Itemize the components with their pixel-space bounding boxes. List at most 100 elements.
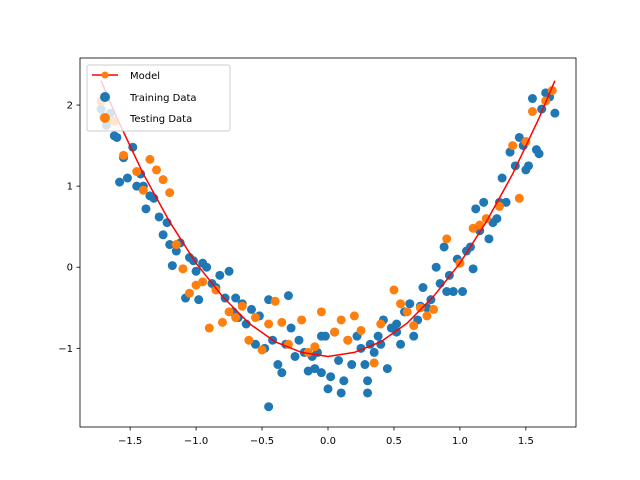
model-line [100, 80, 556, 358]
testing-point [409, 321, 419, 331]
testing-point [349, 311, 359, 321]
testing-point [178, 264, 188, 274]
y-tick-label: 2 [67, 101, 73, 112]
training-point [392, 319, 402, 329]
training-point [191, 266, 201, 276]
testing-point [138, 185, 148, 195]
training-point [141, 204, 151, 214]
training-point [310, 364, 320, 374]
testing-point [376, 319, 386, 329]
legend-training-marker [100, 92, 110, 102]
training-point [550, 108, 560, 118]
training-point [471, 204, 481, 214]
x-tick-label: 0.0 [320, 436, 336, 447]
testing-point [231, 313, 241, 323]
testing-point [369, 358, 379, 368]
training-point [442, 287, 452, 297]
y-tick-label: 0 [67, 263, 73, 274]
x-tick-label: 1.5 [518, 436, 534, 447]
testing-point [527, 107, 537, 117]
testing-point [521, 137, 531, 147]
legend-testing-marker [100, 113, 110, 123]
training-point [497, 173, 507, 183]
training-point [158, 230, 168, 240]
training-point [277, 368, 287, 378]
testing-point [270, 296, 280, 306]
training-point [418, 283, 428, 293]
axes-frame [79, 57, 577, 428]
legend-box [86, 64, 231, 132]
training-point [468, 264, 478, 274]
legend-model-marker [101, 71, 109, 79]
x-tick-label: 1.0 [452, 436, 468, 447]
testing-point [514, 193, 524, 203]
training-point [154, 212, 164, 222]
x-tick-label: −1.5 [118, 436, 142, 447]
x-axis: −1.5 −1.0 −0.5 0.0 0.5 1.0 1.5 [118, 427, 534, 447]
testing-point [250, 313, 260, 323]
testing-point [145, 154, 155, 164]
training-point [382, 364, 392, 374]
training-point [250, 339, 260, 349]
training-point [316, 331, 326, 341]
training-point [484, 234, 494, 244]
testing-point [264, 319, 274, 329]
training-point [363, 376, 373, 386]
training-point [273, 360, 283, 370]
testing-point [316, 307, 326, 317]
legend-training-label: Training Data [129, 93, 197, 104]
legend: Model Training Data Testing Data [86, 64, 231, 132]
training-point [534, 149, 544, 159]
testing-point [244, 335, 254, 345]
testing-point [171, 240, 181, 250]
training-point [334, 356, 344, 365]
testing-point [343, 335, 353, 345]
training-point [215, 270, 225, 280]
training-point [448, 287, 458, 297]
testing-point [336, 315, 346, 325]
x-tick-label: −0.5 [250, 436, 274, 447]
training-point [165, 240, 175, 250]
training-point [373, 331, 383, 341]
testing-point [237, 301, 247, 311]
training-point [405, 299, 415, 309]
training-point [336, 388, 346, 398]
testing-point [119, 150, 129, 160]
training-point [339, 376, 349, 386]
testing-point [415, 303, 425, 313]
testing-point [402, 307, 412, 317]
training-point [323, 384, 333, 394]
training-point [439, 242, 449, 252]
testing-point [198, 277, 208, 287]
testing-point [356, 325, 366, 335]
testing-point [277, 317, 287, 327]
training-point [360, 360, 370, 370]
x-tick-label: −1.0 [184, 436, 208, 447]
training-point [527, 94, 537, 104]
training-point [122, 173, 132, 183]
training-point [431, 262, 441, 272]
training-point [492, 214, 502, 224]
training-point [283, 291, 293, 301]
training-point [479, 197, 489, 207]
training-point [326, 372, 336, 382]
training-point [132, 181, 142, 191]
training-point [286, 323, 296, 333]
testing-point [442, 234, 452, 244]
testing-point [396, 299, 406, 309]
training-point [501, 197, 511, 207]
testing-point [224, 307, 234, 317]
training-point [231, 293, 241, 303]
training-point [246, 304, 256, 314]
testing-point [152, 165, 162, 175]
testing-point [494, 201, 504, 211]
training-point [167, 261, 177, 271]
training-point [171, 246, 181, 256]
testing-point [297, 315, 307, 325]
testing-point [330, 327, 340, 337]
testing-point [422, 311, 432, 321]
training-point [514, 132, 524, 142]
training-point [363, 388, 373, 398]
testing-point [158, 175, 168, 185]
